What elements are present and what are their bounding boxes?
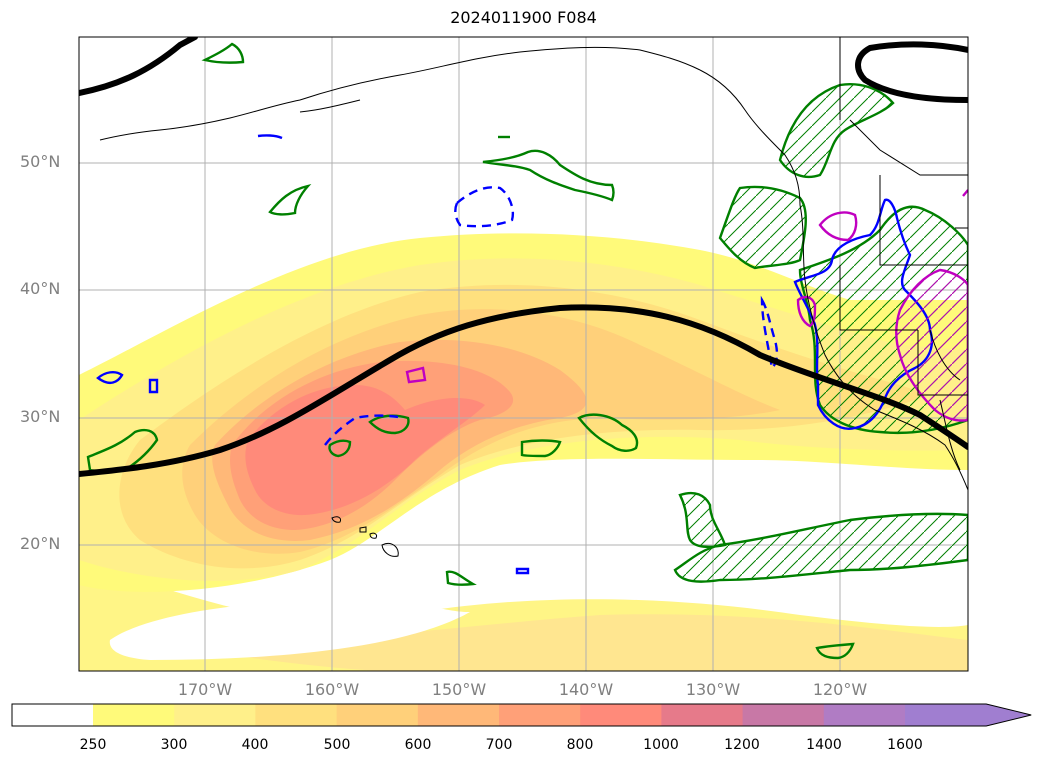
colorbar-segment (417, 704, 500, 726)
colorbar-segment (12, 704, 93, 726)
lat-label-30n: 30°N (20, 407, 61, 426)
colorbar-tick-1000: 1000 (643, 737, 679, 753)
magenta-outline-regions (405, 189, 968, 422)
colorbar-tick-300: 300 (160, 737, 188, 753)
colorbar-tick-500: 500 (323, 737, 351, 753)
lon-label-170w: 170°W (177, 680, 233, 699)
map-title: 2024011900 F084 (450, 8, 597, 27)
colorbar-segment (499, 704, 581, 726)
colorbar-tick-250: 250 (79, 737, 107, 753)
colorbar (11, 703, 1032, 727)
lon-label-140w: 140°W (558, 680, 614, 699)
colorbar-segment (336, 704, 419, 726)
colorbar-outline (11, 703, 1032, 727)
colorbar-segment (174, 704, 256, 726)
colorbar-tick-1200: 1200 (724, 737, 760, 753)
lat-label-50n: 50°N (20, 152, 61, 171)
height-contours (79, 37, 968, 477)
lon-label-150w: 150°W (431, 680, 487, 699)
lon-label-130w: 130°W (685, 680, 741, 699)
coastlines (99, 37, 968, 491)
colorbar-segment (905, 704, 987, 726)
colorbar-segment (580, 704, 662, 726)
green-outline-regions (86, 42, 968, 660)
southern-moisture-band-inner (150, 614, 968, 671)
colorbar-tick-1400: 1400 (806, 737, 842, 753)
plot-frame (78, 36, 969, 672)
lon-label-160w: 160°W (304, 680, 360, 699)
colorbar-tick-1600: 1600 (887, 737, 923, 753)
plot-area (79, 37, 968, 671)
colorbar-segment (661, 704, 744, 726)
colorbar-segment (93, 704, 175, 726)
southern-clear-gap (109, 599, 470, 660)
colorbar-tick-700: 700 (485, 737, 513, 753)
colorbar-segment (823, 704, 906, 726)
colorbar-segment (742, 704, 825, 726)
colorbar-tick-800: 800 (566, 737, 594, 753)
colorbar-segment (255, 704, 338, 726)
lat-label-40n: 40°N (20, 279, 61, 298)
colorbar-tick-400: 400 (241, 737, 269, 753)
lon-label-120w: 120°W (812, 680, 868, 699)
lat-label-20n: 20°N (20, 534, 61, 553)
hawaiian-islands (331, 516, 399, 557)
colorbar-tick-600: 600 (404, 737, 432, 753)
colorbar-extend-arrow (986, 704, 1032, 726)
